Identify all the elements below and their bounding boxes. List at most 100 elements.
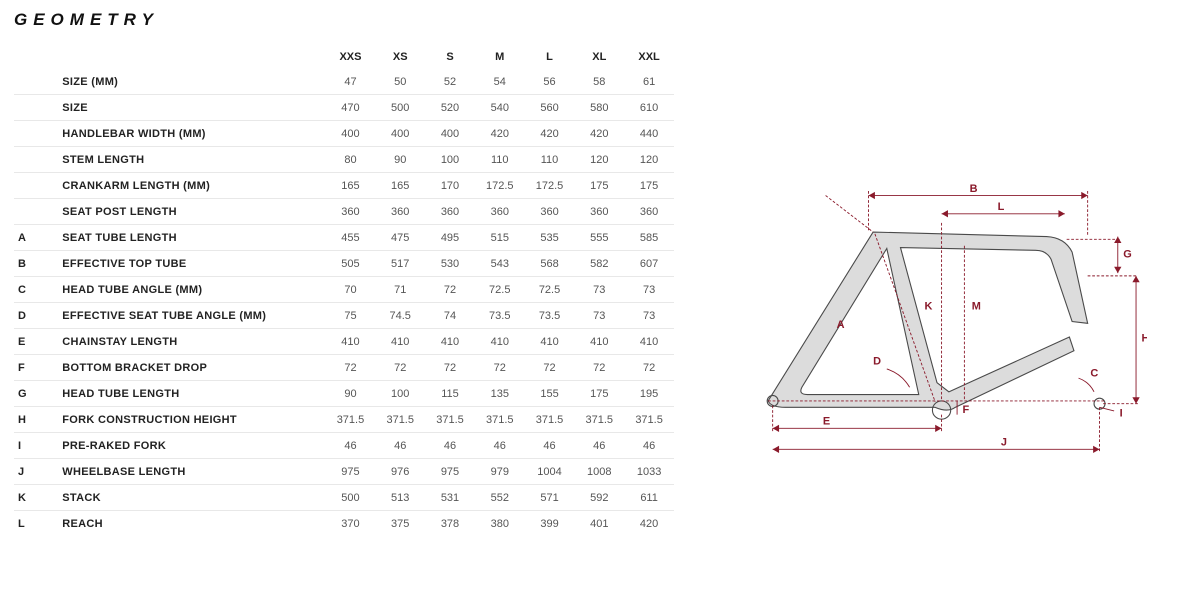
row-value: 410 <box>525 329 575 355</box>
row-value: 175 <box>624 173 674 199</box>
row-label: SIZE (MM) <box>44 69 325 95</box>
col-label <box>44 44 325 69</box>
row-value: 420 <box>624 511 674 537</box>
dim-label-d: D <box>873 356 881 368</box>
row-value: 46 <box>425 433 475 459</box>
col-size: S <box>425 44 475 69</box>
dim-label-e: E <box>823 416 830 428</box>
col-size: XL <box>574 44 624 69</box>
row-label: SIZE <box>44 95 325 121</box>
geometry-table-wrap: XXSXSSMLXLXXL SIZE (MM)47505254565861SIZ… <box>14 44 674 536</box>
row-label: CRANKARM LENGTH (MM) <box>44 173 325 199</box>
table-row: CHEAD TUBE ANGLE (MM)70717272.572.57373 <box>14 277 674 303</box>
col-size: XXL <box>624 44 674 69</box>
col-size: XXS <box>326 44 376 69</box>
row-value: 571 <box>525 485 575 511</box>
row-value: 72 <box>425 355 475 381</box>
dim-label-g: G <box>1123 249 1132 261</box>
row-letter <box>14 147 44 173</box>
row-value: 170 <box>425 173 475 199</box>
row-value: 115 <box>425 381 475 407</box>
row-value: 543 <box>475 251 525 277</box>
row-letter: J <box>14 459 44 485</box>
arrow <box>1058 210 1064 217</box>
row-value: 46 <box>574 433 624 459</box>
row-value: 74.5 <box>375 303 425 329</box>
row-value: 46 <box>624 433 674 459</box>
row-value: 56 <box>525 69 575 95</box>
dim-label-k: K <box>925 301 933 313</box>
row-value: 607 <box>624 251 674 277</box>
row-value: 400 <box>326 121 376 147</box>
row-value: 360 <box>375 199 425 225</box>
table-row: SIZE (MM)47505254565861 <box>14 69 674 95</box>
row-value: 360 <box>574 199 624 225</box>
row-value: 72 <box>326 355 376 381</box>
arrow <box>1093 446 1099 453</box>
row-value: 70 <box>326 277 376 303</box>
row-value: 58 <box>574 69 624 95</box>
row-value: 531 <box>425 485 475 511</box>
dim-label-f: F <box>963 404 970 416</box>
row-value: 611 <box>624 485 674 511</box>
row-value: 72 <box>525 355 575 381</box>
table-row: IPRE-RAKED FORK46464646464646 <box>14 433 674 459</box>
row-value: 500 <box>326 485 376 511</box>
row-value: 470 <box>326 95 376 121</box>
row-letter: F <box>14 355 44 381</box>
row-value: 378 <box>425 511 475 537</box>
row-value: 580 <box>574 95 624 121</box>
row-label: HANDLEBAR WIDTH (MM) <box>44 121 325 147</box>
dim-d-arc <box>887 369 910 387</box>
dim-label-l: L <box>998 201 1005 213</box>
row-value: 52 <box>425 69 475 95</box>
row-value: 73.5 <box>525 303 575 329</box>
dim-label-a: A <box>837 319 845 331</box>
row-value: 371.5 <box>525 407 575 433</box>
row-letter: E <box>14 329 44 355</box>
row-value: 75 <box>326 303 376 329</box>
row-value: 47 <box>326 69 376 95</box>
row-value: 120 <box>574 147 624 173</box>
row-label: BOTTOM BRACKET DROP <box>44 355 325 381</box>
row-label: EFFECTIVE SEAT TUBE ANGLE (MM) <box>44 303 325 329</box>
row-value: 72 <box>475 355 525 381</box>
table-row: JWHEELBASE LENGTH97597697597910041008103… <box>14 459 674 485</box>
table-row: KSTACK500513531552571592611 <box>14 485 674 511</box>
row-value: 61 <box>624 69 674 95</box>
row-value: 360 <box>425 199 475 225</box>
col-size: XS <box>375 44 425 69</box>
row-value: 371.5 <box>475 407 525 433</box>
row-letter: I <box>14 433 44 459</box>
row-value: 360 <box>525 199 575 225</box>
row-value: 517 <box>375 251 425 277</box>
row-value: 475 <box>375 225 425 251</box>
row-value: 90 <box>375 147 425 173</box>
row-value: 540 <box>475 95 525 121</box>
table-row: HFORK CONSTRUCTION HEIGHT371.5371.5371.5… <box>14 407 674 433</box>
dim-label-j: J <box>1001 437 1007 449</box>
row-value: 505 <box>326 251 376 277</box>
row-value: 110 <box>525 147 575 173</box>
arrow <box>773 446 779 453</box>
row-letter: G <box>14 381 44 407</box>
row-value: 72 <box>425 277 475 303</box>
row-value: 592 <box>574 485 624 511</box>
col-size: L <box>525 44 575 69</box>
table-header-row: XXSXSSMLXLXXL <box>14 44 674 69</box>
row-value: 1033 <box>624 459 674 485</box>
row-value: 582 <box>574 251 624 277</box>
row-value: 371.5 <box>326 407 376 433</box>
row-value: 110 <box>475 147 525 173</box>
dim-a <box>875 234 935 402</box>
dim-label-h: H <box>1142 333 1147 345</box>
table-row: HANDLEBAR WIDTH (MM)40040040042042042044… <box>14 121 674 147</box>
row-value: 165 <box>326 173 376 199</box>
row-value: 440 <box>624 121 674 147</box>
row-value: 90 <box>326 381 376 407</box>
row-letter: B <box>14 251 44 277</box>
row-value: 371.5 <box>375 407 425 433</box>
row-value: 530 <box>425 251 475 277</box>
row-value: 172.5 <box>525 173 575 199</box>
row-value: 195 <box>624 381 674 407</box>
